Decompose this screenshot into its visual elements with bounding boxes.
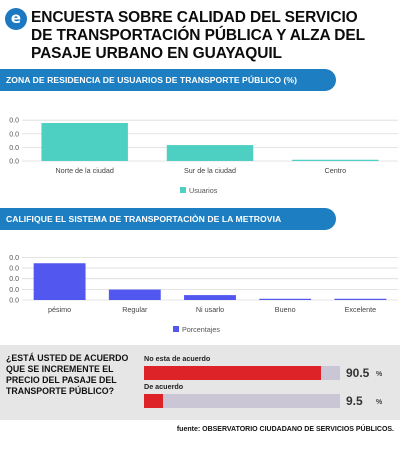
bar-2-4 xyxy=(259,298,312,300)
bar-1-1 xyxy=(41,123,128,161)
x-category-label: Sur de la ciudad xyxy=(184,166,236,175)
page-title-line-3: PASAJE URBANO EN GUAYAQUIL xyxy=(31,45,282,62)
option-value-agree: 9.5 xyxy=(346,394,363,408)
option-unit-disagree: % xyxy=(376,371,383,378)
header: e ENCUESTA SOBRE CALIDAD DEL SERVICIO DE… xyxy=(0,0,400,66)
chart-1-title-band: ZONA DE RESIDENCIA DE USUARIOS DE TRANSP… xyxy=(0,69,336,91)
survey-question-line-2: QUE SE INCREMENTE EL xyxy=(6,364,114,374)
option-bar-fill-disagree xyxy=(144,366,322,380)
page-title-line-1: ENCUESTA SOBRE CALIDAD DEL SERVICIO xyxy=(31,9,358,26)
residence-zone-chart: 0.0 0.0 0.0 0.0 Norte de la ciudad Sur de la … xyxy=(9,118,398,195)
x-category-label: Regular xyxy=(122,305,148,314)
y-tick-label: 0.0 xyxy=(9,287,19,294)
logo-letter: e xyxy=(10,9,22,27)
fare-increase-survey: ¿ESTÁ USTED DE ACUERDO QUE SE INCREMENTE… xyxy=(0,345,400,420)
x-category-label: Norte de la ciudad xyxy=(55,166,113,175)
y-tick-label: 0.0 xyxy=(9,276,19,283)
bar-2-1 xyxy=(33,263,86,300)
page-title-line-2: DE TRANSPORTACIÓN PÚBLICA Y ALZA DEL xyxy=(31,27,365,44)
option-bar-agree xyxy=(144,394,340,408)
y-tick-label: 0.0 xyxy=(9,145,19,152)
option-bar-fill-agree xyxy=(144,394,163,408)
legend-label: Usuarios xyxy=(189,186,218,195)
metrovia-rating-chart: 0.0 0.0 0.0 0.0 0.0 pésimo Regular Ni usarlo Bue… xyxy=(9,255,398,334)
y-tick-label: 0.0 xyxy=(9,118,19,125)
x-category-label: Centro xyxy=(325,166,347,175)
chart-2-title-band: CALIFIQUE EL SISTEMA DE TRANSPORTACIÒN D… xyxy=(0,208,336,230)
bar-2-5 xyxy=(334,298,387,300)
y-tick-label: 0.0 xyxy=(9,298,19,305)
y-tick-label: 0.0 xyxy=(9,159,19,166)
survey-question-line-4: TRANSPORTE PÚBLICO? xyxy=(6,386,115,396)
y-tick-label: 0.0 xyxy=(9,255,19,262)
option-unit-agree: % xyxy=(376,399,383,406)
brand-e-logo-icon: e xyxy=(5,8,27,30)
option-label-disagree: No esta de acuerdo xyxy=(144,354,211,363)
survey-question-line-1: ¿ESTÁ USTED DE ACUERDO xyxy=(6,353,129,363)
bar-1-2 xyxy=(166,145,254,161)
option-label-agree: De acuerdo xyxy=(144,382,184,391)
x-category-label: Excelente xyxy=(345,305,377,314)
bar-1-3 xyxy=(292,159,379,161)
option-value-disagree: 90.5 xyxy=(346,366,370,380)
bar-2-2 xyxy=(108,289,161,300)
source-credit: fuente: OBSERVATORIO CIUDADANO DE SERVIC… xyxy=(176,426,394,433)
x-category-label: Bueno xyxy=(275,305,296,314)
legend-swatch xyxy=(180,187,186,193)
x-category-label: pésimo xyxy=(48,305,71,314)
survey-question-line-3: PRECIO DEL PASAJE DEL xyxy=(6,375,117,385)
legend-swatch xyxy=(173,326,179,332)
y-tick-label: 0.0 xyxy=(9,266,19,273)
legend-label: Porcentajes xyxy=(182,325,220,334)
x-category-label: Ni usarlo xyxy=(196,305,224,314)
option-bar-disagree xyxy=(144,366,340,380)
y-tick-label: 0.0 xyxy=(9,131,19,138)
bar-2-3 xyxy=(184,295,236,300)
